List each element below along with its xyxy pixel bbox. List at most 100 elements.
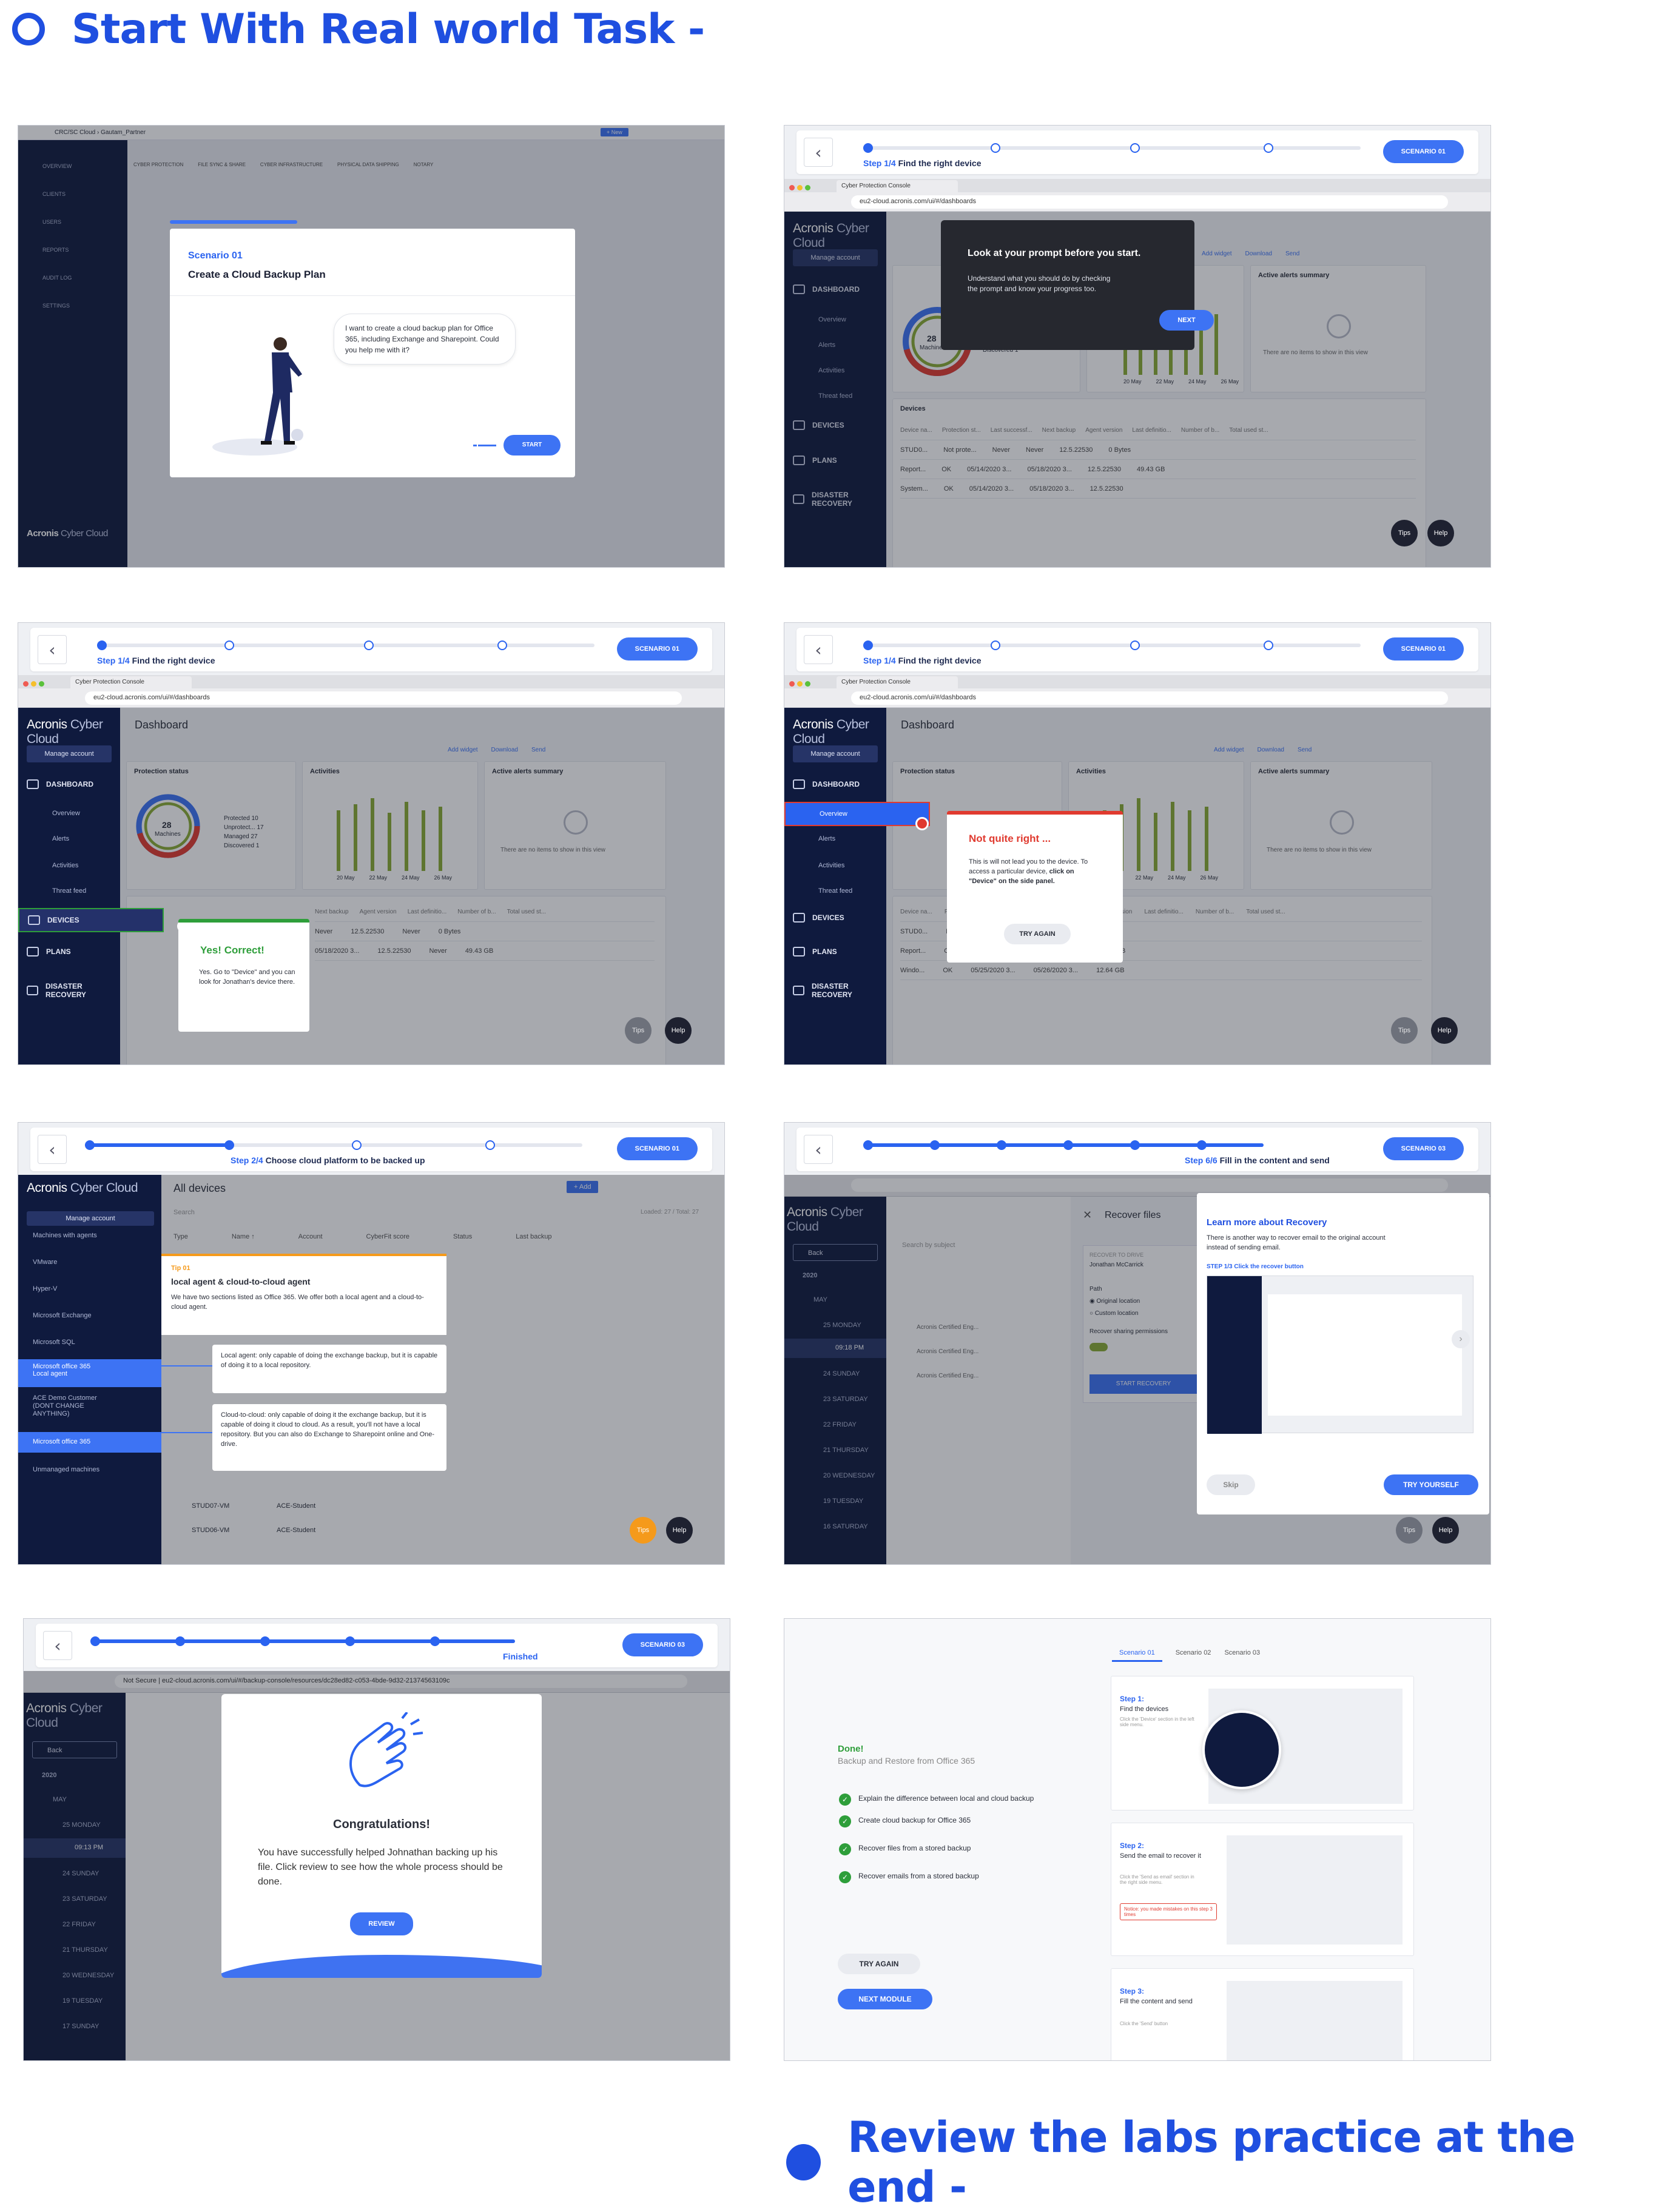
search-input[interactable]: Search by subject bbox=[902, 1242, 955, 1249]
original-location-radio[interactable]: ◉ Original location bbox=[1089, 1298, 1140, 1305]
date-item[interactable]: 17 SUNDAY bbox=[62, 2023, 99, 2030]
nav-dashboard[interactable]: DASHBOARD bbox=[793, 284, 860, 294]
date-item[interactable]: 25 MONDAY bbox=[823, 1322, 861, 1329]
url-bar[interactable] bbox=[851, 1178, 1448, 1192]
nav-plans[interactable]: PLANS bbox=[793, 456, 837, 465]
nav-machines-with-agents[interactable]: Machines with agents bbox=[33, 1232, 97, 1239]
device-row-name[interactable]: STUD07-VM bbox=[192, 1502, 230, 1510]
back-button[interactable]: ‹ bbox=[38, 635, 67, 664]
help-button[interactable]: Help bbox=[666, 1517, 693, 1544]
close-icon[interactable]: ✕ bbox=[1083, 1209, 1093, 1221]
table-row[interactable]: 05/18/2020 3... 12.5.22530 Never 49.43 GB bbox=[315, 941, 655, 961]
nav-unmanaged[interactable]: Unmanaged machines bbox=[33, 1466, 100, 1473]
tab-physical-shipping[interactable]: PHYSICAL DATA SHIPPING bbox=[337, 162, 399, 167]
nav-alerts[interactable]: Alerts bbox=[52, 835, 70, 842]
tips-button[interactable]: Tips bbox=[1396, 1517, 1423, 1544]
nav-ace-demo-customer[interactable]: ACE Demo Customer (DONT CHANGE ANYTHING) bbox=[33, 1394, 97, 1417]
nav-plans[interactable]: PLANS bbox=[27, 947, 71, 956]
try-yourself-button[interactable]: TRY YOURSELF bbox=[1384, 1474, 1478, 1495]
date-item[interactable]: 16 SATURDAY bbox=[823, 1523, 868, 1530]
date-item[interactable]: 24 SUNDAY bbox=[823, 1370, 860, 1377]
help-button[interactable]: Help bbox=[1431, 1017, 1458, 1044]
url-bar[interactable]: eu2-cloud.acronis.com/ui/#/dashboards bbox=[851, 195, 1448, 209]
nav-threat-feed[interactable]: Threat feed bbox=[818, 887, 853, 895]
date-item-selected[interactable]: 09:18 PM bbox=[784, 1339, 886, 1358]
tips-button[interactable]: Tips bbox=[625, 1017, 652, 1044]
url-bar[interactable]: Not Secure | eu2-cloud.acronis.com/ui/#/… bbox=[115, 1675, 687, 1688]
date-item[interactable]: 25 MONDAY bbox=[62, 1821, 101, 1829]
tips-button[interactable]: Tips bbox=[630, 1517, 656, 1544]
browser-tab[interactable]: Cyber Protection Console bbox=[70, 676, 192, 688]
table-row[interactable]: Never 12.5.22530 Never 0 Bytes bbox=[315, 922, 655, 941]
nav-exchange[interactable]: Microsoft Exchange bbox=[33, 1312, 92, 1319]
nav-overview[interactable]: OVERVIEW bbox=[42, 163, 72, 169]
nav-office365-cloud[interactable]: Microsoft office 365 bbox=[18, 1432, 161, 1453]
add-widget-button[interactable]: Add widget bbox=[1202, 250, 1232, 257]
date-item[interactable]: 20 WEDNESDAY bbox=[823, 1472, 875, 1479]
nav-threat-feed[interactable]: Threat feed bbox=[818, 392, 853, 400]
nav-dashboard[interactable]: DASHBOARD bbox=[793, 779, 860, 789]
tab-notary[interactable]: NOTARY bbox=[413, 162, 434, 167]
nav-overview[interactable]: Overview bbox=[818, 316, 846, 323]
back-button[interactable]: ‹ bbox=[38, 1135, 67, 1164]
send-button[interactable]: Send bbox=[1297, 747, 1312, 753]
nav-activities[interactable]: Activities bbox=[818, 862, 845, 869]
date-item-selected[interactable]: 09:13 PM bbox=[24, 1838, 126, 1858]
table-row[interactable]: System... OK 05/14/2020 3... 05/18/2020 3..… bbox=[900, 479, 1416, 499]
nav-dashboard[interactable]: DASHBOARD bbox=[27, 779, 93, 789]
nav-office365-local[interactable]: Microsoft office 365 Local agent bbox=[18, 1359, 161, 1387]
date-item[interactable]: 21 THURSDAY bbox=[823, 1447, 869, 1454]
help-button[interactable]: Help bbox=[665, 1017, 692, 1044]
add-button[interactable]: + Add bbox=[567, 1181, 599, 1193]
back-link[interactable]: Back bbox=[793, 1244, 878, 1261]
custom-location-radio[interactable]: ○ Custom location bbox=[1089, 1310, 1139, 1317]
nav-alerts[interactable]: Alerts bbox=[818, 835, 836, 842]
date-item[interactable]: 23 SATURDAY bbox=[62, 1895, 107, 1903]
next-module-button[interactable]: NEXT MODULE bbox=[838, 1989, 932, 2009]
device-row-name[interactable]: STUD06-VM bbox=[192, 1527, 230, 1534]
download-button[interactable]: Download bbox=[491, 747, 518, 753]
start-button[interactable]: START bbox=[503, 435, 561, 456]
nav-activities[interactable]: Activities bbox=[818, 367, 845, 374]
nav-clients[interactable]: CLIENTS bbox=[42, 191, 66, 197]
nav-threat-feed[interactable]: Threat feed bbox=[52, 887, 87, 895]
start-recovery-button[interactable]: START RECOVERY bbox=[1089, 1374, 1197, 1394]
review-button[interactable]: REVIEW bbox=[350, 1912, 413, 1935]
nav-activities[interactable]: Activities bbox=[52, 862, 79, 869]
date-item[interactable]: 22 FRIDAY bbox=[62, 1921, 96, 1928]
nav-sql[interactable]: Microsoft SQL bbox=[33, 1339, 75, 1346]
new-button[interactable]: + New bbox=[601, 128, 628, 136]
skip-button[interactable]: Skip bbox=[1207, 1474, 1255, 1495]
tips-button[interactable]: Tips bbox=[1391, 520, 1418, 546]
add-widget-button[interactable]: Add widget bbox=[1214, 747, 1244, 753]
breadcrumb[interactable]: CRC/SC Cloud › Gautam_Partner bbox=[55, 129, 146, 136]
date-item[interactable]: 23 SATURDAY bbox=[823, 1396, 868, 1403]
url-bar[interactable]: eu2-cloud.acronis.com/ui/#/dashboards bbox=[851, 691, 1448, 705]
table-row[interactable]: STUD0... Not prote... Never Never 12.5.22530… bbox=[900, 440, 1416, 460]
nav-users[interactable]: USERS bbox=[42, 219, 62, 225]
nav-overview[interactable]: Overview bbox=[52, 810, 80, 817]
manage-account-button[interactable]: Manage account bbox=[793, 745, 878, 762]
table-row[interactable]: Windo... OK 05/25/2020 3... 05/26/2020 3...… bbox=[900, 961, 1422, 980]
manage-account-button[interactable]: Manage account bbox=[793, 249, 878, 266]
tab-scenario-02[interactable]: Scenario 02 bbox=[1175, 1649, 1211, 1656]
nav-devices[interactable]: DEVICES bbox=[793, 420, 844, 430]
chevron-right-icon[interactable]: › bbox=[1452, 1330, 1470, 1348]
back-button[interactable]: ‹ bbox=[804, 138, 833, 167]
tab-scenario-01[interactable]: Scenario 01 bbox=[1112, 1649, 1162, 1662]
back-button[interactable]: ‹ bbox=[804, 635, 833, 664]
back-link[interactable]: Back bbox=[32, 1741, 117, 1758]
date-item[interactable]: 19 TUESDAY bbox=[823, 1498, 864, 1505]
nav-overview[interactable]: Overview bbox=[784, 802, 930, 826]
send-button[interactable]: Send bbox=[531, 747, 546, 753]
file-row[interactable]: Acronis Certified Eng... bbox=[917, 1373, 979, 1379]
back-button[interactable]: ‹ bbox=[804, 1135, 833, 1164]
tab-cyber-protection[interactable]: CYBER PROTECTION bbox=[133, 162, 184, 167]
manage-account-button[interactable]: Manage account bbox=[27, 1211, 154, 1226]
nav-audit-log[interactable]: AUDIT LOG bbox=[42, 275, 72, 281]
date-item[interactable]: 21 THURSDAY bbox=[62, 1946, 108, 1954]
nav-alerts[interactable]: Alerts bbox=[818, 341, 836, 349]
url-bar[interactable]: eu2-cloud.acronis.com/ui/#/dashboards bbox=[85, 691, 682, 705]
try-again-button[interactable]: TRY AGAIN bbox=[838, 1954, 920, 1974]
